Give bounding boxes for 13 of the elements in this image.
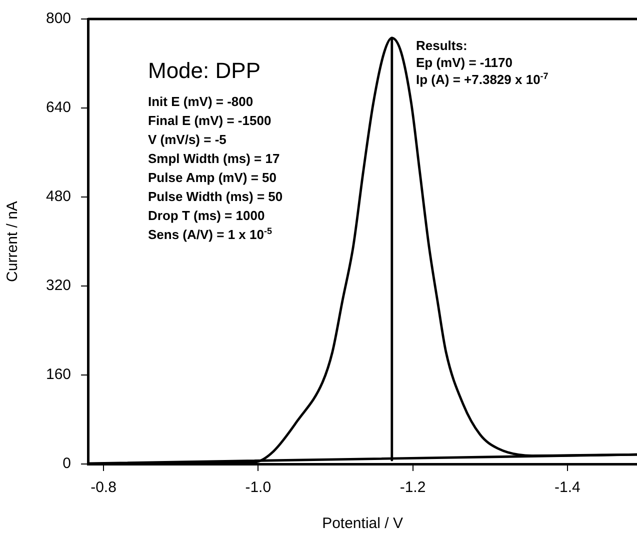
y-tick-label: 320 — [46, 277, 72, 294]
x-tick-label: -1.2 — [400, 479, 426, 496]
annotation: Mode: DPP — [148, 58, 260, 83]
y-tick-label: 800 — [46, 10, 72, 28]
y-tick-label: 0 — [62, 455, 72, 472]
y-tick-label: 480 — [46, 188, 72, 206]
x-tick-label: -1.4 — [554, 479, 580, 496]
x-tick-label: -1.0 — [245, 479, 272, 496]
y-axis-title: Current / nA — [4, 201, 22, 282]
y-tick-label: 640 — [46, 99, 72, 116]
x-axis-title: Potential / V — [322, 515, 403, 532]
x-tick-label: -0.8 — [90, 479, 116, 496]
y-tick-label: 160 — [46, 366, 72, 384]
